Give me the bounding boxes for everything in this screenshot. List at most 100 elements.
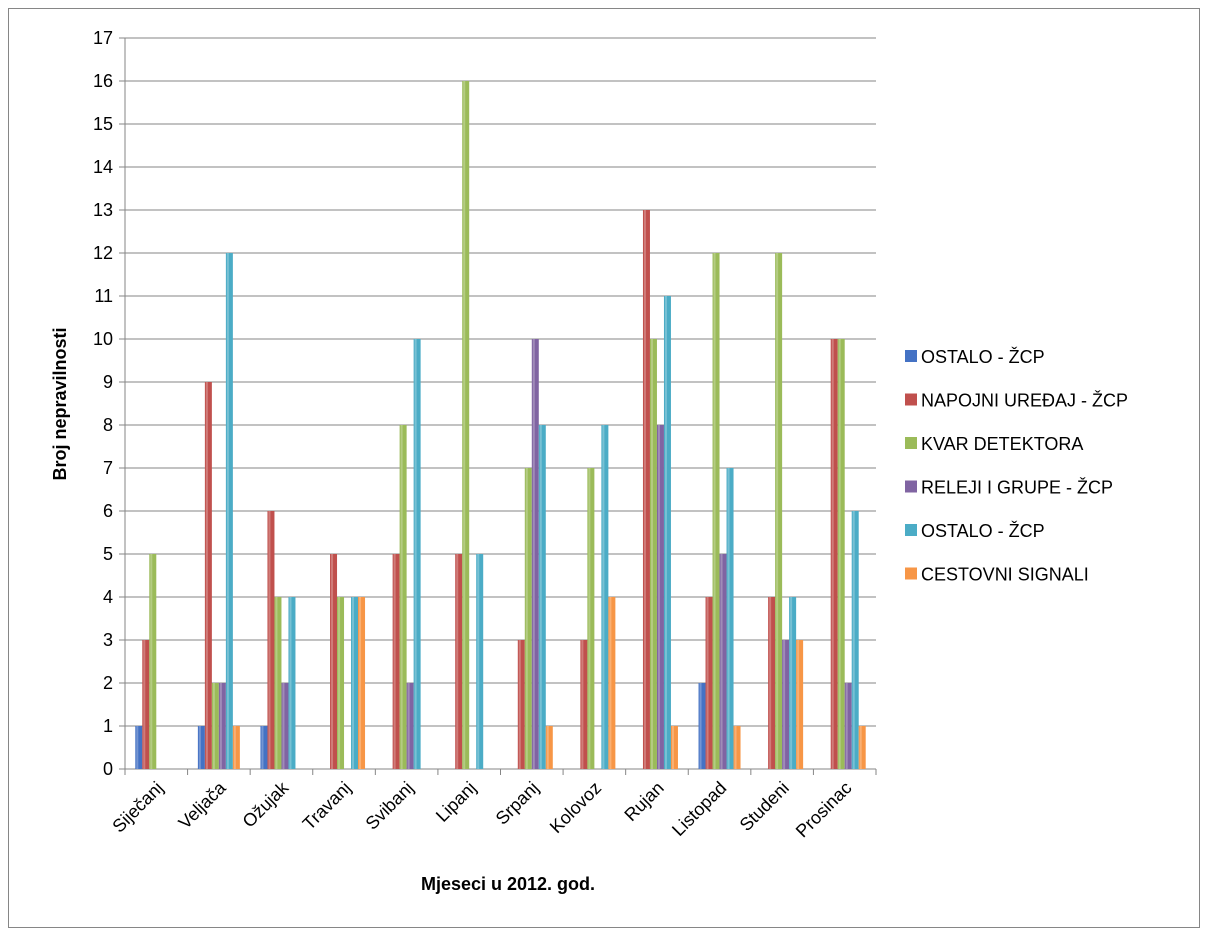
bar-highlight — [338, 597, 341, 769]
x-tick-label: Prosinac — [792, 778, 856, 842]
bar-highlight — [150, 554, 153, 769]
bar — [663, 296, 671, 769]
bars — [135, 81, 866, 769]
bar-highlight — [783, 640, 786, 769]
bar — [211, 683, 219, 769]
bar — [670, 726, 678, 769]
bar — [545, 726, 553, 769]
bar — [358, 597, 366, 769]
bar — [768, 597, 776, 769]
bar — [649, 339, 657, 769]
bar — [274, 597, 282, 769]
y-tick-label: 4 — [103, 587, 113, 607]
bar — [524, 468, 532, 769]
bar — [719, 554, 727, 769]
x-axis-title: Mjeseci u 2012. god. — [421, 874, 595, 894]
bar — [330, 554, 338, 769]
y-tick-label: 16 — [93, 71, 113, 91]
bar-highlight — [790, 597, 793, 769]
y-tick-label: 8 — [103, 415, 113, 435]
x-tick-label: Travanj — [299, 778, 355, 834]
y-tick-label: 0 — [103, 759, 113, 779]
bar-highlight — [539, 425, 542, 769]
y-tick-label: 1 — [103, 716, 113, 736]
x-tick-label: Rujan — [620, 778, 667, 825]
bar-highlight — [852, 511, 855, 769]
bar-highlight — [233, 726, 236, 769]
bar — [406, 683, 414, 769]
x-tick-label: Siječanj — [108, 778, 167, 837]
y-tick-label: 11 — [94, 286, 113, 306]
bar-highlight — [588, 468, 591, 769]
bar — [337, 597, 345, 769]
bar — [858, 726, 866, 769]
bar — [149, 554, 157, 769]
x-tick-label: Svibanj — [362, 778, 418, 834]
bar — [789, 597, 797, 769]
bar-highlight — [643, 210, 646, 769]
bar — [698, 683, 706, 769]
y-tick-label: 10 — [93, 329, 113, 349]
gridlines — [125, 37, 876, 727]
bar — [712, 253, 720, 769]
bar — [476, 554, 484, 769]
y-tick-label: 12 — [93, 243, 113, 263]
bar — [399, 425, 407, 769]
bar-highlight — [706, 597, 709, 769]
legend-swatch — [905, 393, 917, 406]
bar — [218, 683, 226, 769]
bar-highlight — [838, 339, 841, 769]
bar-highlight — [136, 726, 139, 769]
bar-highlight — [859, 726, 862, 769]
bar — [225, 253, 233, 769]
bar-highlight — [845, 683, 848, 769]
bar — [782, 640, 790, 769]
bar — [538, 425, 546, 769]
y-tick-label: 5 — [103, 544, 113, 564]
bar — [288, 597, 296, 769]
axes — [119, 37, 877, 775]
bar-highlight — [393, 554, 396, 769]
bar-highlight — [776, 253, 779, 769]
bar-highlight — [477, 554, 480, 769]
bar-highlight — [261, 726, 264, 769]
bar-highlight — [581, 640, 584, 769]
bar — [281, 683, 289, 769]
bar — [733, 726, 741, 769]
bar-highlight — [671, 726, 674, 769]
y-tick-label: 15 — [93, 114, 113, 134]
bar-highlight — [456, 554, 459, 769]
x-tick-label: Kolovoz — [546, 778, 605, 837]
bar — [837, 339, 845, 769]
bar-highlight — [546, 726, 549, 769]
bar — [413, 339, 421, 769]
bar — [260, 726, 268, 769]
bar — [726, 468, 734, 769]
bar-highlight — [205, 382, 208, 769]
bar — [455, 554, 463, 769]
bar-highlight — [518, 640, 521, 769]
bar-highlight — [268, 511, 271, 769]
y-tick-label: 14 — [93, 157, 113, 177]
legend-label: CESTOVNI SIGNALI — [921, 565, 1089, 585]
bar-highlight — [463, 81, 466, 769]
bar-highlight — [289, 597, 292, 769]
bar-highlight — [532, 339, 535, 769]
x-tick-label: Studeni — [736, 778, 793, 835]
bar-highlight — [769, 597, 772, 769]
bar-highlight — [331, 554, 334, 769]
bar-highlight — [720, 554, 723, 769]
bar-highlight — [657, 425, 660, 769]
bar — [705, 597, 713, 769]
legend-swatch — [905, 437, 917, 449]
bar-highlight — [699, 683, 702, 769]
legend-label: OSTALO - ŽCP — [921, 521, 1045, 541]
legend: OSTALO - ŽCP NAPOJNI UREĐAJ - ŽCP KVAR DET… — [905, 347, 1128, 585]
bar-highlight — [831, 339, 834, 769]
bar-highlight — [352, 597, 355, 769]
bar — [656, 425, 664, 769]
bar-highlight — [275, 597, 278, 769]
bar-highlight — [650, 339, 653, 769]
